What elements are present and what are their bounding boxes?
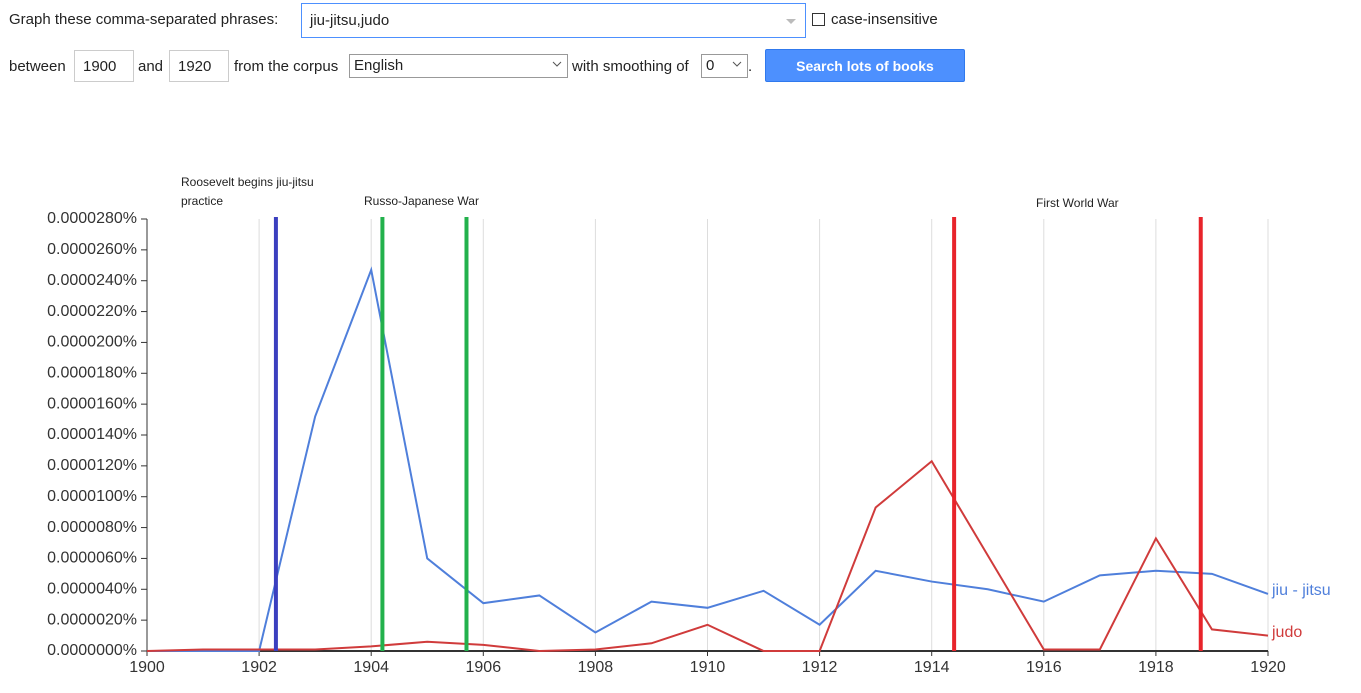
end-year-input[interactable]: 1920 — [169, 50, 229, 82]
smoothing-select[interactable]: 0 — [701, 54, 748, 78]
annotation-label: First World War — [1036, 196, 1119, 210]
start-year-input[interactable]: 1900 — [74, 50, 134, 82]
and-label: and — [138, 58, 164, 75]
y-tick-label: 0.0000040% — [47, 581, 137, 598]
annotation-label: Roosevelt begins jiu-jitsu practice — [181, 175, 314, 208]
y-tick-label: 0.0000160% — [47, 395, 137, 412]
x-tick-label: 1908 — [578, 659, 614, 676]
y-tick-label: 0.0000000% — [47, 642, 137, 659]
case-checkbox[interactable] — [812, 13, 825, 26]
period: . — [748, 58, 753, 75]
x-tick-label: 1914 — [914, 659, 950, 676]
y-tick-label: 0.0000060% — [47, 550, 137, 567]
phrases-input[interactable]: jiu-jitsu,judo — [301, 3, 806, 38]
x-tick-label: 1902 — [241, 659, 277, 676]
x-tick-label: 1916 — [1026, 659, 1062, 676]
y-tick-label: 0.0000280% — [47, 210, 137, 227]
search-button[interactable]: Search lots of books — [765, 49, 965, 82]
y-tick-label: 0.0000100% — [47, 488, 137, 505]
annotation-label: Russo-Japanese War — [364, 194, 479, 208]
y-tick-label: 0.0000080% — [47, 519, 137, 536]
corpus-label: from the corpus — [234, 58, 339, 75]
y-tick-label: 0.0000140% — [47, 426, 137, 443]
smoothing-label: with smoothing of — [572, 58, 689, 75]
x-tick-label: 1912 — [802, 659, 838, 676]
y-tick-label: 0.0000020% — [47, 611, 137, 628]
y-tick-label: 0.0000260% — [47, 241, 137, 258]
y-tick-label: 0.0000240% — [47, 272, 137, 289]
y-tick-label: 0.0000180% — [47, 365, 137, 382]
series-label: jiu - jitsu — [1271, 582, 1331, 599]
x-tick-label: 1906 — [466, 659, 502, 676]
x-tick-label: 1904 — [353, 659, 389, 676]
y-tick-label: 0.0000120% — [47, 457, 137, 474]
corpus-select[interactable]: English — [349, 54, 568, 78]
y-tick-label: 0.0000220% — [47, 303, 137, 320]
series-line — [146, 459, 1269, 653]
x-tick-label: 1900 — [129, 659, 165, 676]
x-tick-label: 1920 — [1250, 659, 1286, 676]
x-tick-label: 1918 — [1138, 659, 1174, 676]
series-label: judo — [1271, 624, 1302, 641]
y-tick-label: 0.0000200% — [47, 334, 137, 351]
x-tick-label: 1910 — [690, 659, 726, 676]
series-line — [147, 266, 1269, 652]
phrases-label: Graph these comma-separated phrases: — [9, 11, 279, 28]
case-label: case-insensitive — [831, 11, 938, 28]
between-label: between — [9, 58, 66, 75]
